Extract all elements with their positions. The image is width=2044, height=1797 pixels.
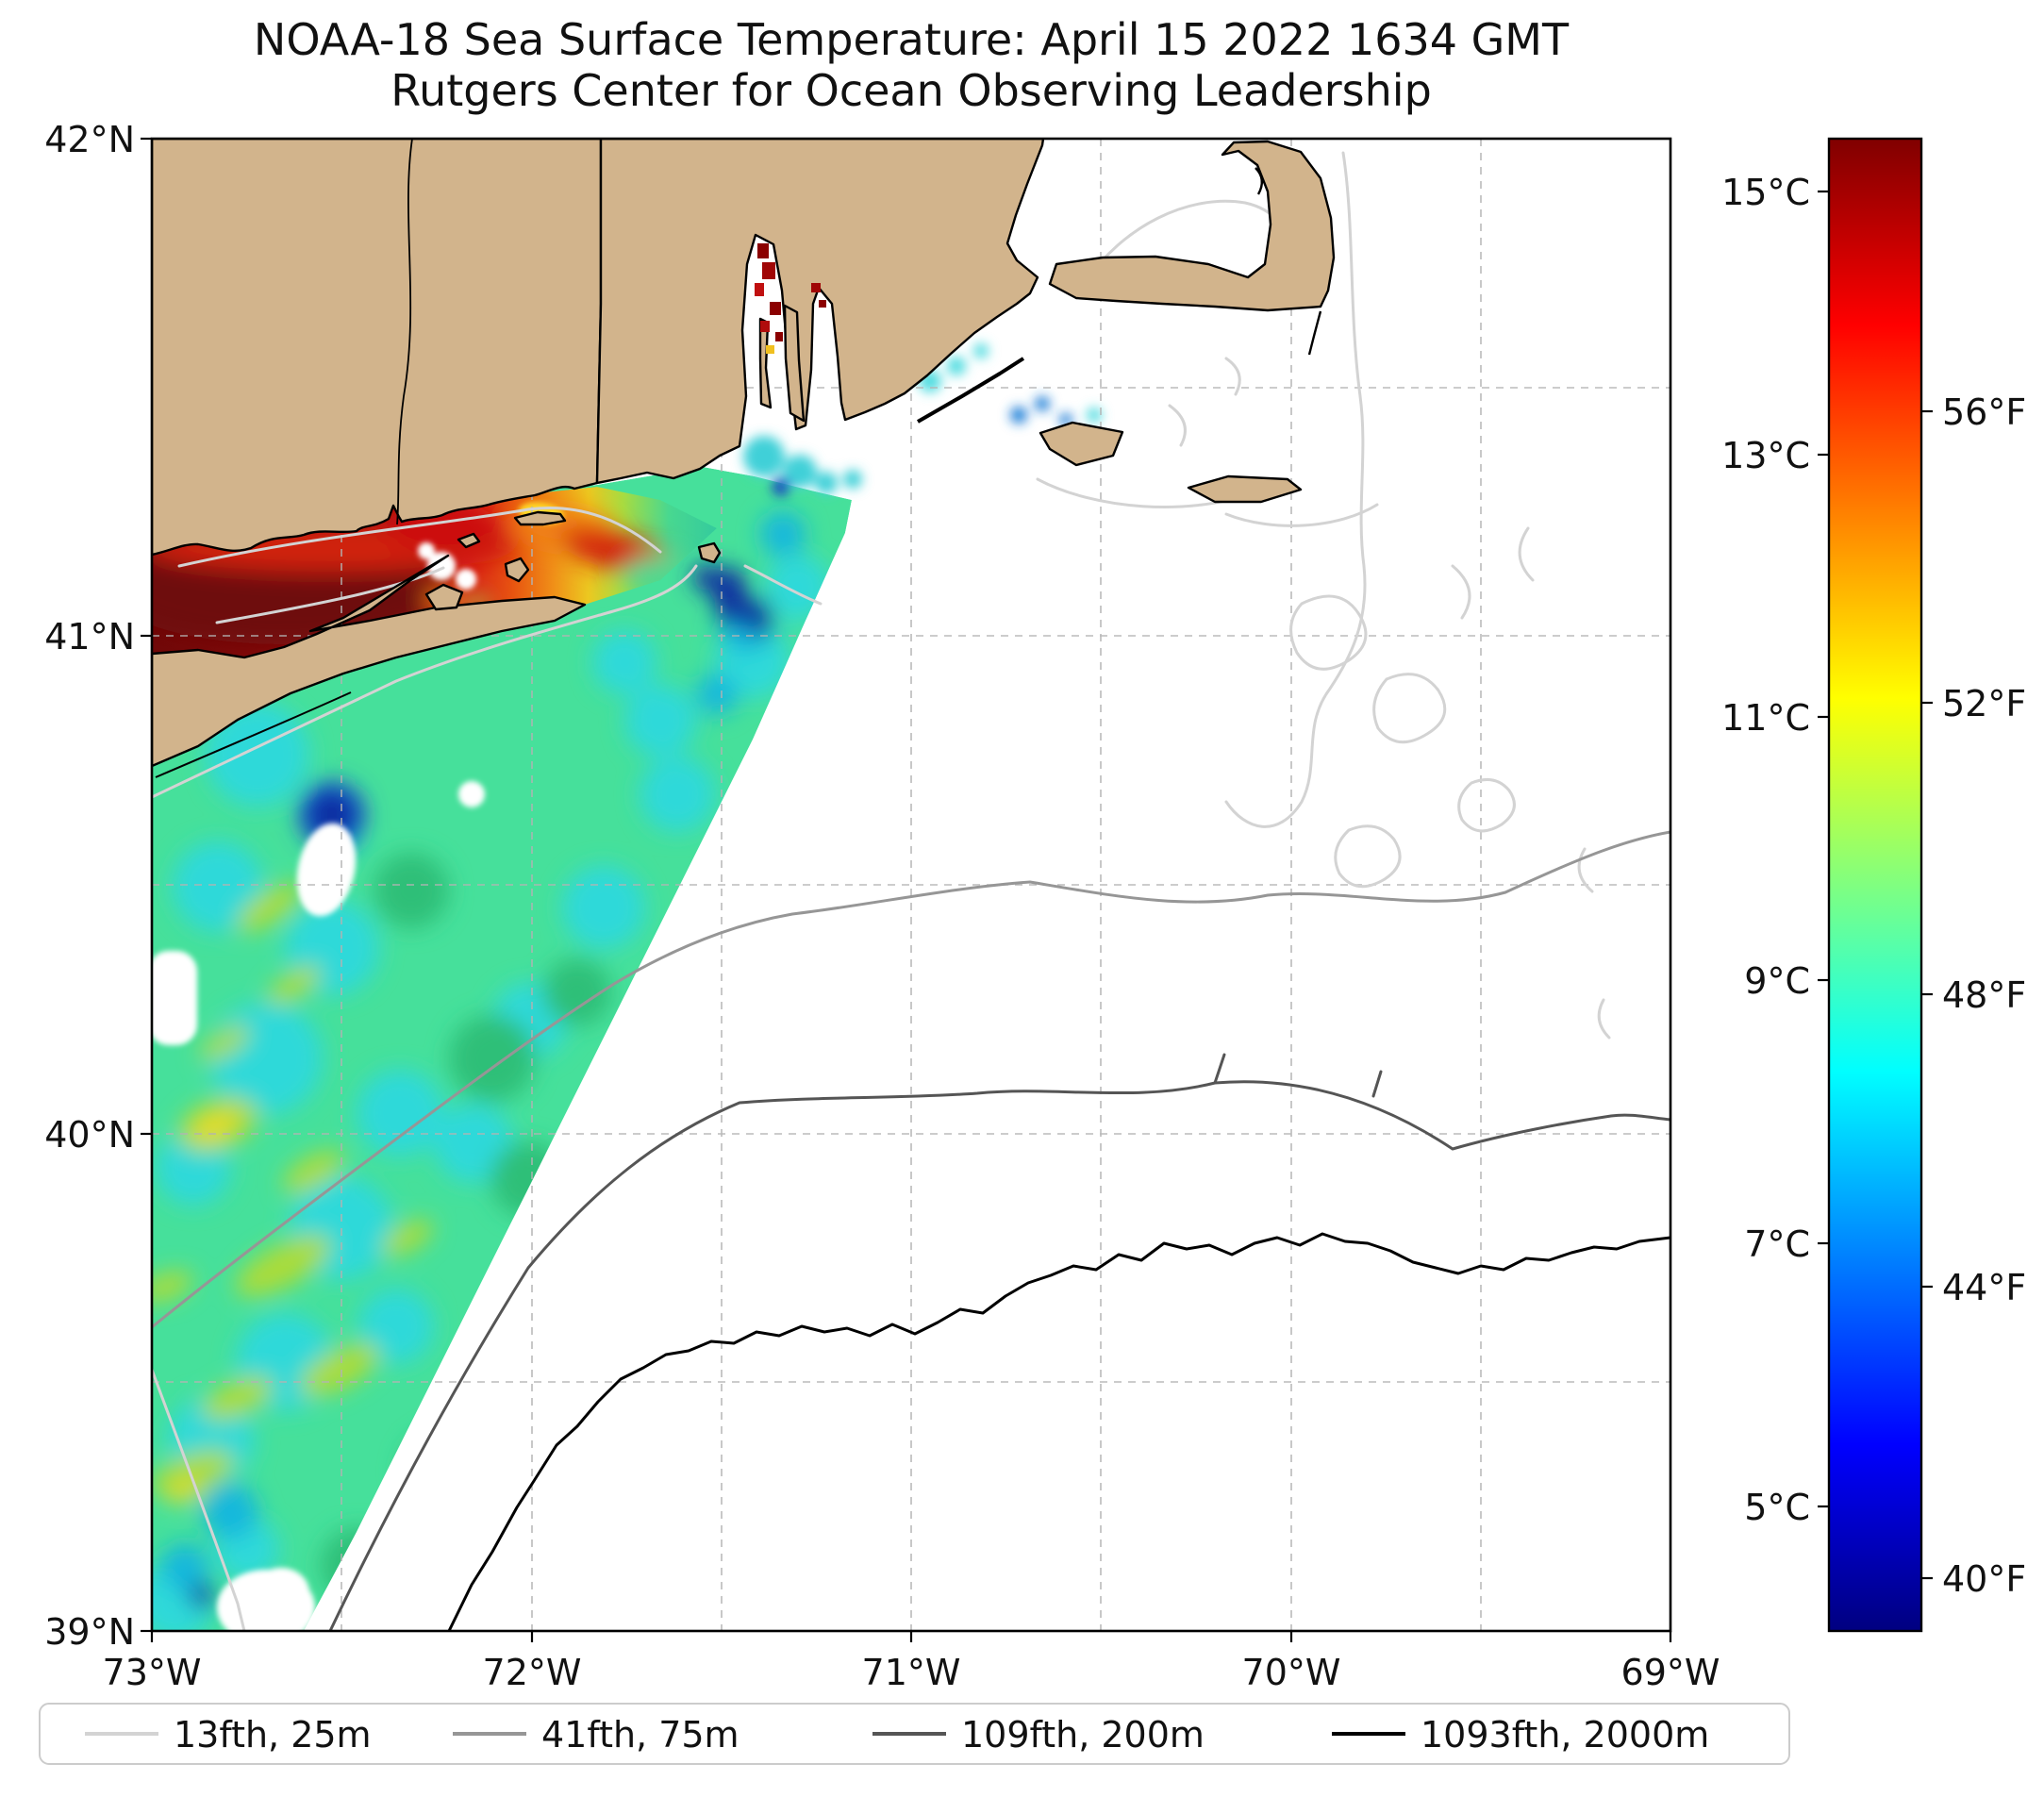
land-cape-cod <box>1048 140 1336 312</box>
lat-tick-label-41n: 41°N <box>44 616 135 657</box>
axis-ticks <box>141 137 1672 1642</box>
island-shelter <box>424 583 464 611</box>
island-nantucket <box>1187 474 1303 504</box>
legend-label-25m: 13fth, 25m <box>174 1714 372 1755</box>
colorbar-label-44f: 44°F <box>1942 1267 2026 1308</box>
contour-75m <box>152 830 1670 1329</box>
land-connecticut <box>152 139 603 557</box>
elizabeth-islands <box>917 357 1025 424</box>
colorbar-label-7c: 7°C <box>1744 1223 1810 1265</box>
lon-tick-label-72w: 72°W <box>483 1652 582 1693</box>
li-barrier-beach <box>155 691 352 778</box>
colorbar-label-5c: 5°C <box>1744 1487 1810 1528</box>
colorbar-label-13c: 13°C <box>1721 435 1810 476</box>
island-plum <box>457 532 481 549</box>
land-masses <box>152 139 1336 778</box>
island-block <box>697 541 722 564</box>
colorbar-label-11c: 11°C <box>1721 697 1810 739</box>
narragansett-bay-sst-pixels <box>755 243 826 354</box>
colorbar-label-9c: 9°C <box>1744 960 1810 1002</box>
land-rhode-island-massachusetts <box>595 139 1045 485</box>
lat-tick-label-39n: 39°N <box>44 1611 135 1653</box>
legend-label-2000m: 1093fth, 2000m <box>1421 1714 1709 1755</box>
lat-tick-label-40n: 40°N <box>44 1114 135 1156</box>
colorbar-label-56f: 56°F <box>1942 391 2026 433</box>
island-marthas-vineyard <box>1039 421 1124 467</box>
legend-label-200m: 109fth, 200m <box>961 1714 1205 1755</box>
figure-title-line1: NOAA-18 Sea Surface Temperature: April 1… <box>254 14 1570 65</box>
monomoy-spur <box>1307 310 1322 356</box>
gridlines <box>152 139 1670 1631</box>
lon-tick-label-71w: 71°W <box>862 1652 961 1693</box>
contour-2000m <box>447 1232 1670 1631</box>
colorbar: 15°C 13°C 11°C 9°C 7°C 5°C 56°F 52°F 48°… <box>1721 137 2026 1633</box>
lon-tick-label-69w: 69°W <box>1621 1652 1720 1693</box>
depth-contour-legend: 13fth, 25m 41fth, 75m 109fth, 200m 1093f… <box>39 1703 1790 1765</box>
coastal-sst-patches <box>743 343 1102 496</box>
legend-label-75m: 41fth, 75m <box>541 1714 739 1755</box>
lon-tick-label-73w: 73°W <box>103 1652 202 1693</box>
bathymetry-contours <box>152 151 1670 1631</box>
connecticut-river <box>396 139 413 525</box>
colorbar-label-40f: 40°F <box>1942 1558 2026 1600</box>
island-aquidneck <box>783 304 806 423</box>
sst-swath <box>152 467 852 1631</box>
island-gardiners <box>504 557 530 583</box>
colorbar-ticks <box>1818 190 1933 1580</box>
figure-title-line2: Rutgers Center for Ocean Observing Leade… <box>391 65 1432 116</box>
colorbar-label-15c: 15°C <box>1721 172 1810 213</box>
island-fishers <box>513 510 567 526</box>
lat-tick-label-42n: 42°N <box>44 119 135 160</box>
lon-tick-label-70w: 70°W <box>1242 1652 1341 1693</box>
colorbar-label-52f: 52°F <box>1942 683 2026 724</box>
colorbar-gradient <box>1827 137 1923 1633</box>
provincetown-harbor-curl <box>1255 167 1263 195</box>
colorbar-label-48f: 48°F <box>1942 974 2026 1016</box>
contour-200m <box>328 1053 1670 1631</box>
